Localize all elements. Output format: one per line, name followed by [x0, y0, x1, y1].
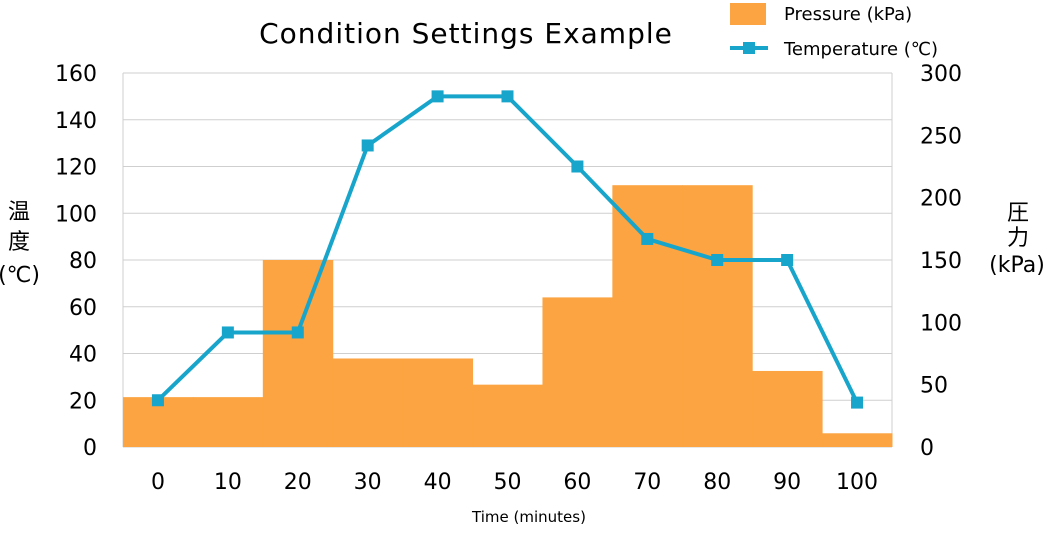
temperature-point-50 — [501, 90, 514, 103]
y-axis-label-left-3: (℃) — [0, 263, 40, 288]
y-left-tick-20: 20 — [69, 389, 97, 414]
y-right-tick-0: 0 — [920, 436, 934, 461]
y-axis-label-right: 圧 力 (kPa) — [989, 201, 1045, 278]
temperature-point-30 — [361, 139, 374, 152]
y-left-tick-60: 60 — [69, 296, 97, 321]
legend-label-temperature: Temperature (℃) — [783, 39, 938, 60]
y-right-tick-100: 100 — [920, 311, 962, 336]
y-left-tick-140: 140 — [55, 109, 97, 134]
temperature-point-100 — [851, 396, 864, 409]
x-axis-label: Time (minutes) — [471, 508, 586, 526]
y-right-tick-50: 50 — [920, 374, 948, 399]
y-axis-label-left-1: 温 — [8, 200, 30, 225]
x-tick-40: 40 — [424, 470, 452, 495]
pressure-bar-80 — [682, 185, 753, 447]
y-left-tick-80: 80 — [69, 249, 97, 274]
y-left-tick-120: 120 — [55, 156, 97, 181]
temperature-point-70 — [641, 232, 654, 245]
y-axis-label-left: 温 度 (℃) — [0, 200, 40, 288]
temperature-point-90 — [781, 254, 794, 266]
legend-swatch-pressure — [730, 3, 766, 25]
y-axis-label-right-2: 力 — [1007, 226, 1029, 251]
x-tick-30: 30 — [354, 470, 382, 495]
y-right-tick-300: 300 — [920, 62, 962, 87]
pressure-bar-30 — [332, 358, 404, 447]
chart-title: Condition Settings Example — [259, 17, 673, 50]
y-left-tick-0: 0 — [83, 436, 97, 461]
temperature-point-60 — [571, 160, 584, 173]
legend-swatch-temperature-marker — [743, 42, 755, 54]
x-tick-10: 10 — [214, 470, 242, 495]
y-left-tick-40: 40 — [69, 343, 97, 368]
temperature-point-10 — [221, 326, 234, 339]
legend-label-pressure: Pressure (kPa) — [784, 4, 912, 25]
pressure-bar-10 — [192, 397, 264, 447]
y-left-tick-160: 160 — [55, 62, 97, 87]
x-tick-0: 0 — [151, 470, 165, 495]
temperature-point-0 — [151, 394, 164, 407]
pressure-bar-70 — [612, 185, 683, 447]
x-tick-60: 60 — [563, 470, 591, 495]
x-tick-90: 90 — [773, 470, 801, 495]
temperature-point-20 — [291, 326, 304, 339]
pressure-bars — [123, 185, 893, 447]
temperature-line — [151, 90, 864, 409]
y-axis-label-left-2: 度 — [8, 230, 30, 255]
pressure-bar-50 — [472, 384, 543, 447]
y-axis-label-right-3: (kPa) — [989, 253, 1045, 278]
tick-labels: 0 20 40 60 80 100 120 140 160 0 50 100 150 200 250 300 0… — [55, 62, 962, 495]
x-tick-100: 100 — [836, 470, 878, 495]
y-axis-label-right-1: 圧 — [1007, 201, 1029, 226]
x-tick-50: 50 — [494, 470, 522, 495]
pressure-bar-20 — [262, 260, 334, 447]
x-tick-70: 70 — [633, 470, 661, 495]
pressure-bar-40 — [402, 358, 474, 447]
x-tick-80: 80 — [703, 470, 731, 495]
y-right-tick-250: 250 — [920, 124, 962, 149]
temperature-point-40 — [431, 90, 444, 103]
y-left-tick-100: 100 — [55, 202, 97, 227]
x-tick-20: 20 — [284, 470, 312, 495]
y-right-tick-200: 200 — [920, 187, 962, 212]
pressure-bar-60 — [542, 297, 613, 447]
pressure-bar-100 — [822, 433, 893, 447]
temperature-point-80 — [711, 254, 724, 266]
y-right-tick-150: 150 — [920, 249, 962, 274]
pressure-bar-90 — [752, 370, 823, 447]
